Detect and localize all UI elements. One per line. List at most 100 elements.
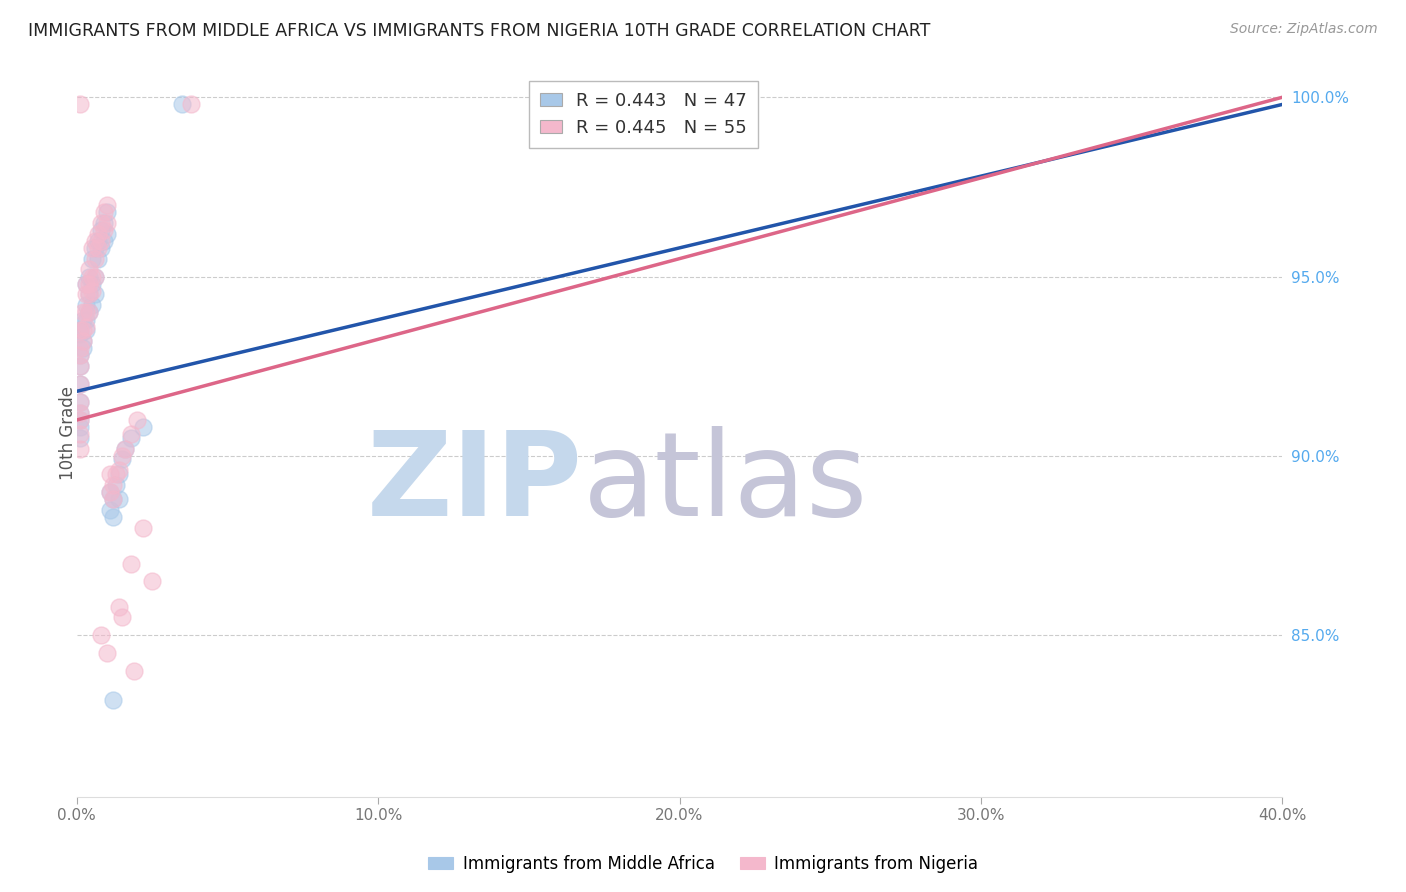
Point xyxy=(83,287,105,301)
Point xyxy=(104,477,127,491)
Point xyxy=(80,269,103,284)
Text: atlas: atlas xyxy=(583,426,869,541)
Point xyxy=(69,420,91,434)
Point xyxy=(69,395,91,409)
Text: IMMIGRANTS FROM MIDDLE AFRICA VS IMMIGRANTS FROM NIGERIA 10TH GRADE CORRELATION : IMMIGRANTS FROM MIDDLE AFRICA VS IMMIGRA… xyxy=(28,22,931,40)
Point xyxy=(72,305,94,319)
Point xyxy=(69,349,91,363)
Point xyxy=(69,431,91,445)
Point xyxy=(80,298,103,312)
Point xyxy=(75,323,97,337)
Point xyxy=(69,341,91,355)
Point xyxy=(83,269,105,284)
Point xyxy=(125,413,148,427)
Point xyxy=(111,449,134,463)
Point xyxy=(101,477,124,491)
Point xyxy=(120,431,142,445)
Point xyxy=(72,323,94,337)
Point xyxy=(75,277,97,291)
Point xyxy=(96,205,118,219)
Point xyxy=(83,234,105,248)
Point xyxy=(132,521,155,535)
Point xyxy=(72,334,94,348)
Point xyxy=(75,305,97,319)
Point xyxy=(75,298,97,312)
Point xyxy=(69,413,91,427)
Point xyxy=(104,467,127,481)
Point xyxy=(86,252,108,266)
Point xyxy=(98,467,121,481)
Point xyxy=(101,509,124,524)
Point xyxy=(69,413,91,427)
Point xyxy=(90,628,112,642)
Point xyxy=(69,323,91,337)
Point xyxy=(83,252,105,266)
Point xyxy=(107,491,129,506)
Point xyxy=(80,284,103,298)
Point xyxy=(114,442,136,456)
Legend: R = 0.443   N = 47, R = 0.445   N = 55: R = 0.443 N = 47, R = 0.445 N = 55 xyxy=(529,81,758,148)
Point xyxy=(77,287,100,301)
Point xyxy=(111,610,134,624)
Point xyxy=(90,241,112,255)
Point xyxy=(83,241,105,255)
Point xyxy=(101,693,124,707)
Point xyxy=(96,216,118,230)
Point xyxy=(107,599,129,614)
Point xyxy=(69,395,91,409)
Point xyxy=(111,452,134,467)
Point xyxy=(69,377,91,392)
Point xyxy=(75,319,97,334)
Point xyxy=(107,463,129,477)
Text: ZIP: ZIP xyxy=(367,426,583,541)
Point xyxy=(98,484,121,499)
Point xyxy=(77,262,100,277)
Point xyxy=(96,198,118,212)
Point xyxy=(69,349,91,363)
Point xyxy=(180,97,202,112)
Point xyxy=(80,241,103,255)
Point xyxy=(132,420,155,434)
Text: Source: ZipAtlas.com: Source: ZipAtlas.com xyxy=(1230,22,1378,37)
Point xyxy=(93,234,115,248)
Point xyxy=(90,223,112,237)
Point xyxy=(69,359,91,374)
Point xyxy=(69,442,91,456)
Point xyxy=(75,312,97,326)
Point xyxy=(107,467,129,481)
Point xyxy=(93,205,115,219)
Point xyxy=(86,234,108,248)
Point xyxy=(72,334,94,348)
Point xyxy=(69,377,91,392)
Point xyxy=(72,312,94,326)
Point xyxy=(69,326,91,341)
Point xyxy=(120,557,142,571)
Point xyxy=(114,442,136,456)
Point xyxy=(77,277,100,291)
Point xyxy=(75,277,97,291)
Point xyxy=(83,269,105,284)
Point xyxy=(69,97,91,112)
Point xyxy=(90,216,112,230)
Point xyxy=(93,223,115,237)
Point xyxy=(96,646,118,660)
Point xyxy=(77,269,100,284)
Point xyxy=(69,323,91,337)
Point xyxy=(86,241,108,255)
Point xyxy=(90,234,112,248)
Point xyxy=(98,484,121,499)
Point xyxy=(69,427,91,442)
Point xyxy=(86,227,108,241)
Legend: Immigrants from Middle Africa, Immigrants from Nigeria: Immigrants from Middle Africa, Immigrant… xyxy=(420,848,986,880)
Point xyxy=(80,277,103,291)
Point xyxy=(72,341,94,355)
Point xyxy=(93,216,115,230)
Point xyxy=(75,287,97,301)
Point xyxy=(80,252,103,266)
Point xyxy=(122,664,145,678)
Point xyxy=(170,97,193,112)
Point xyxy=(98,502,121,516)
Point xyxy=(77,287,100,301)
Point xyxy=(96,227,118,241)
Point xyxy=(141,574,163,589)
